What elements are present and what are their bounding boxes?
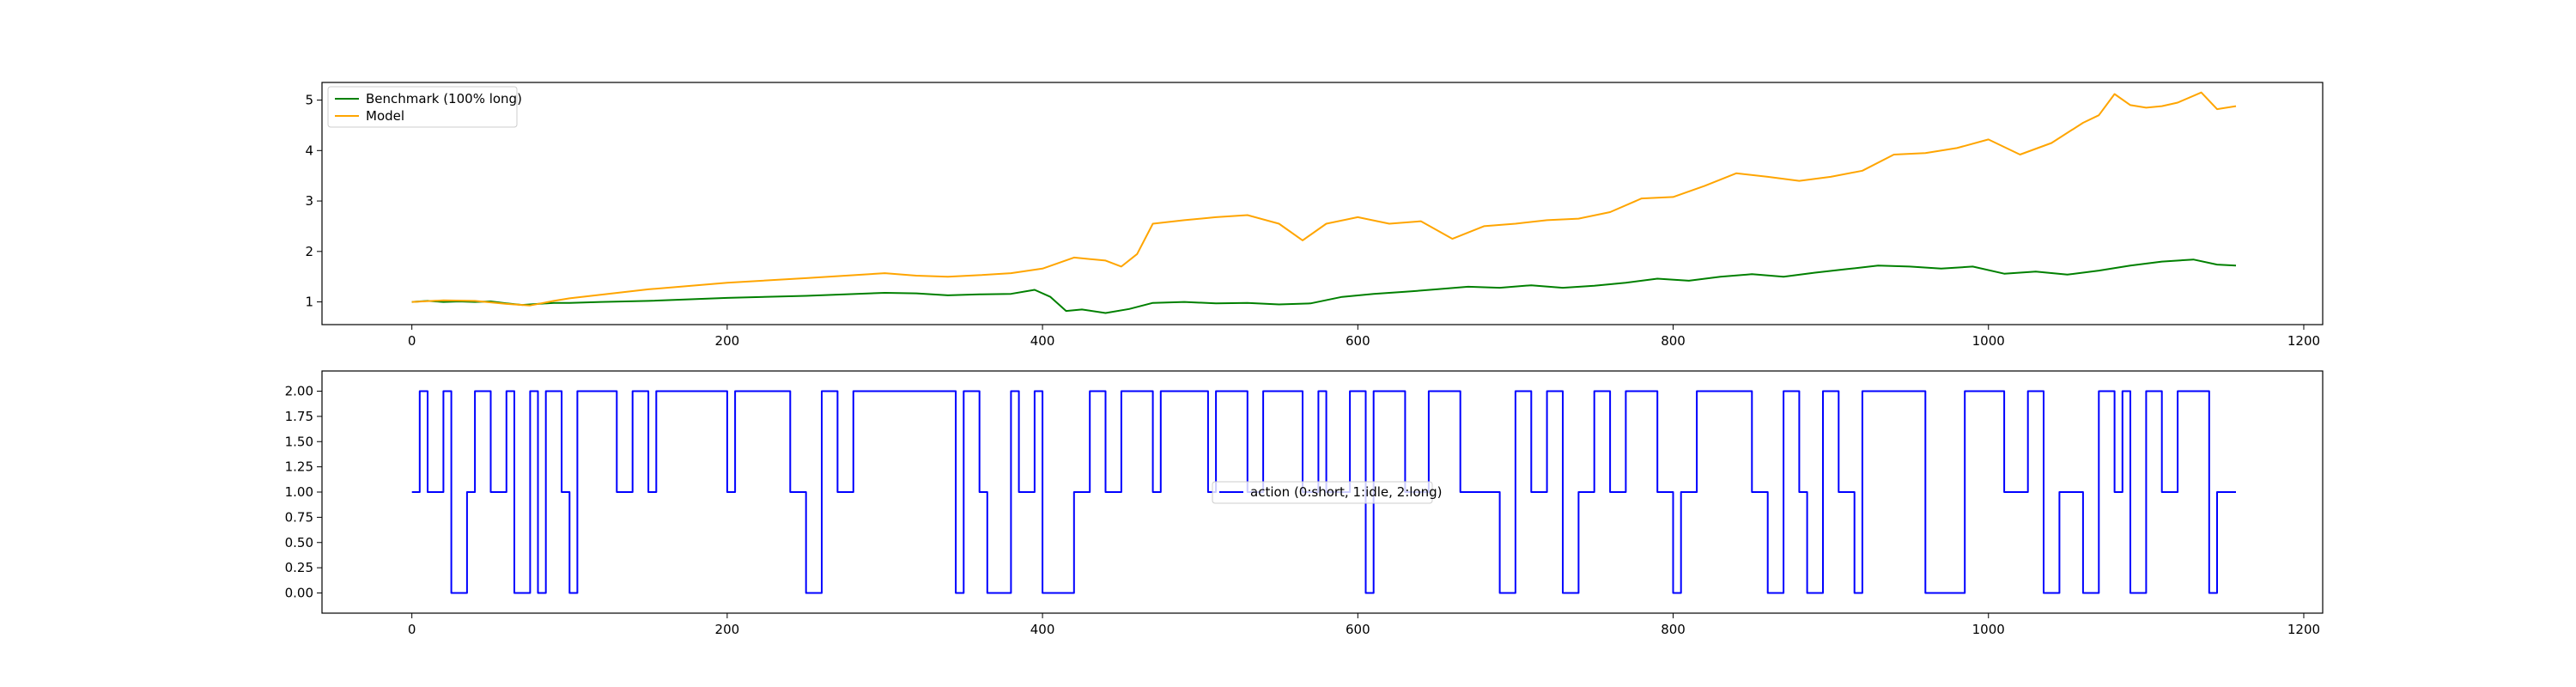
x-tick-label: 0 <box>408 622 416 637</box>
y-tick-label: 3 <box>305 193 313 209</box>
x-tick-label: 600 <box>1346 622 1370 637</box>
y-tick-label: 4 <box>305 143 313 158</box>
legend-model-label: Model <box>366 108 404 124</box>
equity-lines <box>411 91 2237 314</box>
x-tick-label: 200 <box>715 333 740 349</box>
x-tick-label: 800 <box>1661 622 1686 637</box>
x-tick-label: 0 <box>408 333 416 349</box>
action-axes: 0 200 400 600 800 1000 1200 0.00 0.25 0.50 0.75 1.0… <box>285 384 2320 638</box>
y-tick-label: 2.00 <box>285 384 313 399</box>
y-tick-label: 1.25 <box>285 459 313 475</box>
x-tick-label: 1200 <box>2287 333 2320 349</box>
x-tick-label: 400 <box>1030 622 1055 637</box>
series-line-1 <box>411 91 2237 307</box>
y-tick-label: 1.50 <box>285 434 313 449</box>
y-tick-label: 2 <box>305 244 313 259</box>
x-tick-label: 400 <box>1030 333 1055 349</box>
equity-legend: Benchmark (100% long) Model <box>327 86 522 128</box>
y-tick-label: 0.75 <box>285 509 313 525</box>
y-tick-label: 0.00 <box>285 586 313 601</box>
y-tick-label: 1.00 <box>285 484 313 500</box>
legend-action-label: action (0:short, 1:idle, 2:long) <box>1250 484 1443 500</box>
equity-panel: 0 200 400 600 800 1000 1200 1 2 3 4 5 Benchmark (10… <box>305 82 2324 349</box>
x-tick-label: 200 <box>715 622 740 637</box>
equity-plot-frame <box>321 82 2324 325</box>
series-line-0 <box>411 258 2237 314</box>
y-tick-label: 1.75 <box>285 409 313 424</box>
x-tick-label: 600 <box>1346 333 1370 349</box>
equity-axes: 0 200 400 600 800 1000 1200 1 2 3 4 5 <box>305 93 2320 349</box>
action-legend-box <box>1212 481 1433 504</box>
y-tick-label: 5 <box>305 93 313 108</box>
y-tick-label: 0.25 <box>285 560 313 575</box>
y-tick-label: 1 <box>305 295 313 310</box>
x-tick-label: 1200 <box>2287 622 2320 637</box>
y-tick-label: 0.50 <box>285 535 313 550</box>
legend-benchmark-label: Benchmark (100% long) <box>366 91 522 106</box>
action-panel: 0 200 400 600 800 1000 1200 0.00 0.25 0.50 0.75 1.0… <box>285 370 2324 638</box>
x-tick-label: 1000 <box>1972 333 2005 349</box>
x-tick-label: 1000 <box>1972 622 2005 637</box>
equity-legend-box <box>327 86 518 128</box>
x-tick-label: 800 <box>1661 333 1686 349</box>
action-legend: action (0:short, 1:idle, 2:long) <box>1212 481 1443 504</box>
